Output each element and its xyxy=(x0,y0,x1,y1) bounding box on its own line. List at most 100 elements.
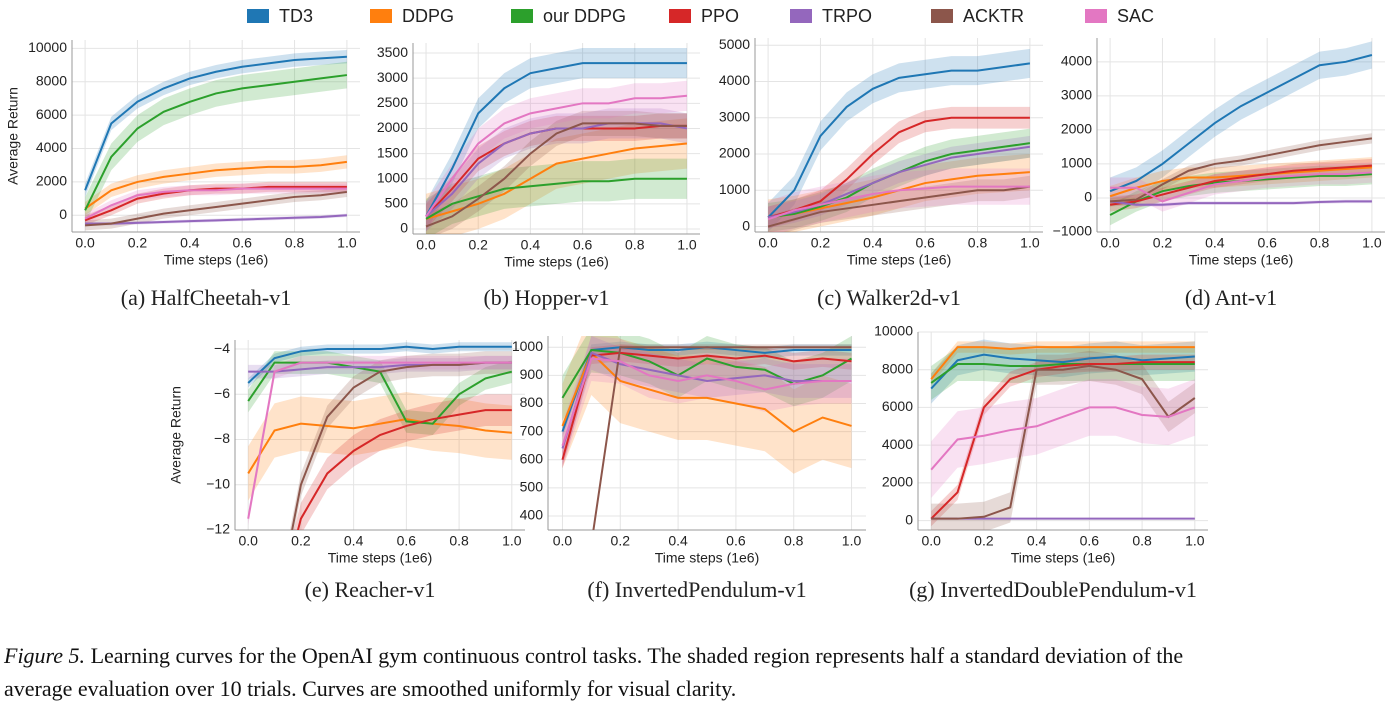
series-line xyxy=(592,346,852,530)
subplot-title: (c) Walker2d-v1 xyxy=(817,285,961,310)
series-line xyxy=(1109,166,1372,198)
error-band xyxy=(1110,41,1372,205)
y-tick-label: 900 xyxy=(520,366,544,382)
legend-label: SAC xyxy=(1117,6,1154,26)
x-tick-label: 0.6 xyxy=(397,533,417,549)
y-tick-label: −1000 xyxy=(1053,223,1093,239)
series-line xyxy=(767,185,1030,221)
x-tick-label: 0.2 xyxy=(468,237,488,253)
y-tick-label: 1000 xyxy=(719,181,750,197)
series-line xyxy=(425,94,688,217)
caption-label: Figure 5. xyxy=(4,643,86,668)
y-tick-label: 6000 xyxy=(36,106,67,122)
x-tick-label: 0.0 xyxy=(1100,235,1120,251)
x-axis-label: Time steps (1e6) xyxy=(1011,550,1116,566)
series-line xyxy=(931,364,1196,520)
legend-label: TD3 xyxy=(279,6,313,26)
y-tick-label: 2000 xyxy=(882,474,913,490)
x-tick-label: 0.8 xyxy=(784,533,804,549)
x-tick-label: 1.0 xyxy=(842,533,862,549)
y-tick-label: 3000 xyxy=(1061,87,1092,103)
subplot-title: (e) Reacher-v1 xyxy=(305,577,436,602)
x-tick-label: 0.4 xyxy=(863,235,883,251)
y-tick-label: 4000 xyxy=(1061,53,1092,69)
x-tick-label: 0.8 xyxy=(285,235,305,251)
legend-swatch xyxy=(1085,9,1107,23)
series-line xyxy=(85,214,347,225)
x-axis-label: Time steps (1e6) xyxy=(847,252,952,268)
y-tick-label: 0 xyxy=(400,220,408,236)
series-line xyxy=(1109,200,1372,206)
error-band xyxy=(768,175,1030,232)
legend-swatch xyxy=(669,9,691,23)
y-tick-label: 3000 xyxy=(377,69,408,85)
x-tick-label: 0.4 xyxy=(1205,235,1225,251)
y-tick-label: 3500 xyxy=(377,44,408,60)
x-tick-label: 0.0 xyxy=(758,235,778,251)
series-line xyxy=(561,351,852,433)
y-tick-label: 10000 xyxy=(28,39,67,55)
x-tick-label: 1.0 xyxy=(677,237,697,253)
y-tick-label: −8 xyxy=(214,430,230,446)
error-band xyxy=(293,394,512,530)
series-line xyxy=(561,351,852,460)
error-band xyxy=(426,108,687,232)
legend-swatch xyxy=(370,9,392,23)
y-tick-label: 1000 xyxy=(512,338,543,354)
series-line xyxy=(767,62,1031,219)
x-tick-label: 0.4 xyxy=(180,235,200,251)
series-line xyxy=(425,62,687,217)
y-tick-label: 500 xyxy=(520,479,544,495)
series-line xyxy=(930,363,1195,384)
series-line xyxy=(247,345,512,384)
x-tick-label: 0.0 xyxy=(416,237,436,253)
figure: TD3 DDPG our DDPG PPO TRPO ACKTR SAC0200040006… xyxy=(5,6,1385,602)
legend-swatch xyxy=(931,9,953,23)
caption-line: average evaluation over 10 trials. Curve… xyxy=(4,676,736,702)
y-tick-label: 1000 xyxy=(377,169,408,185)
error-band xyxy=(426,118,687,234)
x-tick-label: 0.0 xyxy=(921,533,941,549)
subplot: 0 2000 4000 6000 8000 10000 0.0 0.2 0.4 0.6 0.8 1.0… xyxy=(874,323,1208,602)
x-tick-label: 0.6 xyxy=(1257,235,1277,251)
plot-area xyxy=(561,336,853,530)
y-tick-label: 2000 xyxy=(719,145,750,161)
legend-label: ACKTR xyxy=(963,6,1024,26)
y-tick-label: 2000 xyxy=(1061,121,1092,137)
y-tick-label: 4000 xyxy=(719,72,750,88)
error-band xyxy=(931,350,1195,530)
series-line xyxy=(767,185,1031,228)
series-line xyxy=(84,185,347,222)
plot-area xyxy=(1109,41,1373,226)
plot-area xyxy=(247,342,513,530)
y-tick-label: 0 xyxy=(742,217,750,233)
series-line xyxy=(1110,137,1373,203)
caption-text: Learning curves for the OpenAI gym conti… xyxy=(90,643,1184,668)
x-tick-label: 0.2 xyxy=(1153,235,1173,251)
x-tick-label: 1.0 xyxy=(1020,235,1040,251)
x-tick-label: 1.0 xyxy=(337,235,357,251)
series-line xyxy=(561,357,852,446)
series-line xyxy=(84,74,348,211)
plot-area xyxy=(84,50,348,231)
y-tick-label: 1000 xyxy=(1061,155,1092,171)
error-band xyxy=(426,48,687,232)
subplot-title: (b) Hopper-v1 xyxy=(483,285,609,310)
subplot: −12 −10 −8 −6 −4 0.0 0.2 0.4 0.6 0.8 1.0 Time steps… xyxy=(168,340,525,602)
subplot: 0 2000 4000 6000 8000 10000 0.0 0.2 0.4 0.6 0.8 1.0… xyxy=(5,39,360,310)
x-tick-label: 0.6 xyxy=(573,237,593,253)
series-line xyxy=(1109,54,1373,193)
x-tick-label: 0.0 xyxy=(75,235,95,251)
x-tick-label: 0.0 xyxy=(553,533,573,549)
subplot-title: (f) InvertedPendulum-v1 xyxy=(587,577,806,602)
y-tick-label: 6000 xyxy=(882,398,913,414)
y-tick-label: 0 xyxy=(1084,189,1092,205)
x-tick-label: 0.6 xyxy=(915,235,935,251)
series-line xyxy=(1110,171,1372,203)
x-tick-label: 1.0 xyxy=(502,533,522,549)
series-line xyxy=(296,409,512,530)
x-tick-label: 0.8 xyxy=(1132,533,1152,549)
x-axis-label: Time steps (1e6) xyxy=(1189,252,1294,268)
y-tick-label: −6 xyxy=(214,385,230,401)
subplot: 400 500 600 700 800 900 1000 0.0 0.2 0.4 0.6 0.8 1.0… xyxy=(512,336,866,602)
